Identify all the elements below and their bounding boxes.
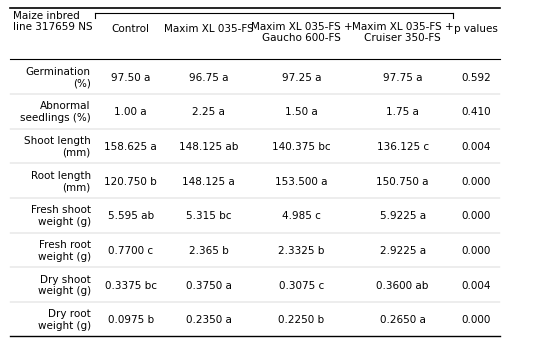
Text: 0.592: 0.592 bbox=[462, 73, 491, 83]
Text: 0.3075 c: 0.3075 c bbox=[279, 281, 324, 291]
Text: 148.125 a: 148.125 a bbox=[182, 177, 235, 186]
Text: p values: p values bbox=[455, 24, 498, 34]
Text: 136.125 c: 136.125 c bbox=[377, 142, 429, 152]
Text: 0.000: 0.000 bbox=[462, 211, 491, 221]
Text: 0.004: 0.004 bbox=[462, 281, 491, 291]
Text: 2.3325 b: 2.3325 b bbox=[278, 246, 325, 256]
Text: 5.595 ab: 5.595 ab bbox=[107, 211, 154, 221]
Text: 0.3600 ab: 0.3600 ab bbox=[377, 281, 429, 291]
Text: 120.750 b: 120.750 b bbox=[104, 177, 157, 186]
Text: Germination
(%): Germination (%) bbox=[25, 67, 91, 88]
Text: 1.00 a: 1.00 a bbox=[114, 107, 147, 117]
Text: 1.50 a: 1.50 a bbox=[285, 107, 318, 117]
Text: Maize inbred
line 317659 NS: Maize inbred line 317659 NS bbox=[13, 11, 93, 32]
Text: 97.75 a: 97.75 a bbox=[383, 73, 422, 83]
Text: 158.625 a: 158.625 a bbox=[104, 142, 157, 152]
Text: 2.25 a: 2.25 a bbox=[192, 107, 225, 117]
Text: 150.750 a: 150.750 a bbox=[377, 177, 429, 186]
Text: Maxim XL 035-FS: Maxim XL 035-FS bbox=[164, 24, 253, 34]
Text: 0.000: 0.000 bbox=[462, 177, 491, 186]
Text: Maxim XL 035-FS +
Gaucho 600-FS: Maxim XL 035-FS + Gaucho 600-FS bbox=[251, 22, 352, 43]
Text: 5.315 bc: 5.315 bc bbox=[186, 211, 231, 221]
Text: 0.000: 0.000 bbox=[462, 246, 491, 256]
Text: 0.2650 a: 0.2650 a bbox=[380, 315, 426, 325]
Text: 0.2350 a: 0.2350 a bbox=[186, 315, 232, 325]
Text: 1.75 a: 1.75 a bbox=[386, 107, 419, 117]
Text: 2.9225 a: 2.9225 a bbox=[379, 246, 426, 256]
Text: 2.365 b: 2.365 b bbox=[189, 246, 228, 256]
Text: Abnormal
seedlings (%): Abnormal seedlings (%) bbox=[20, 101, 91, 123]
Text: 0.3375 bc: 0.3375 bc bbox=[105, 281, 156, 291]
Text: 97.25 a: 97.25 a bbox=[281, 73, 321, 83]
Text: 0.004: 0.004 bbox=[462, 142, 491, 152]
Text: 0.000: 0.000 bbox=[462, 315, 491, 325]
Text: 153.500 a: 153.500 a bbox=[275, 177, 328, 186]
Text: 0.7700 c: 0.7700 c bbox=[108, 246, 153, 256]
Text: 5.9225 a: 5.9225 a bbox=[379, 211, 426, 221]
Text: Fresh root
weight (g): Fresh root weight (g) bbox=[38, 240, 91, 262]
Text: Dry root
weight (g): Dry root weight (g) bbox=[38, 310, 91, 331]
Text: 148.125 ab: 148.125 ab bbox=[179, 142, 238, 152]
Text: Dry shoot
weight (g): Dry shoot weight (g) bbox=[38, 275, 91, 296]
Text: 4.985 c: 4.985 c bbox=[282, 211, 321, 221]
Text: 96.75 a: 96.75 a bbox=[189, 73, 228, 83]
Text: Control: Control bbox=[112, 24, 150, 34]
Text: 0.410: 0.410 bbox=[462, 107, 491, 117]
Text: Root length
(mm): Root length (mm) bbox=[30, 171, 91, 193]
Text: 97.50 a: 97.50 a bbox=[111, 73, 150, 83]
Text: Maxim XL 035-FS +
Cruiser 350-FS: Maxim XL 035-FS + Cruiser 350-FS bbox=[352, 22, 453, 43]
Text: Fresh shoot
weight (g): Fresh shoot weight (g) bbox=[31, 205, 91, 227]
Text: 0.3750 a: 0.3750 a bbox=[186, 281, 232, 291]
Text: 0.0975 b: 0.0975 b bbox=[107, 315, 154, 325]
Text: 140.375 bc: 140.375 bc bbox=[272, 142, 331, 152]
Text: 0.2250 b: 0.2250 b bbox=[278, 315, 325, 325]
Text: Shoot length
(mm): Shoot length (mm) bbox=[24, 136, 91, 158]
